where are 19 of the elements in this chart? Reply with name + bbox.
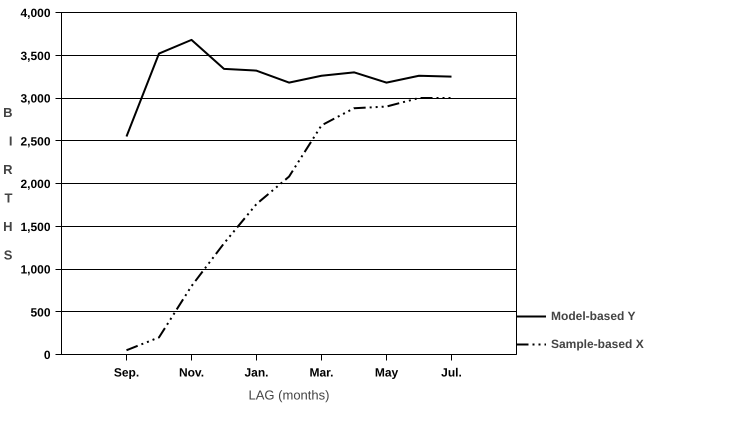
y-tick-label: 3,500 [20, 48, 51, 63]
legend-label: Model-based Y [551, 309, 636, 323]
y-tick-label: 2,500 [20, 134, 51, 148]
x-tick-label: Jul. [441, 366, 462, 380]
x-tick-label: May [374, 366, 398, 380]
legend-label: Sample-based X [551, 337, 644, 351]
y-tick-label: 1,000 [20, 262, 51, 276]
y-tick-label: 0 [44, 348, 51, 362]
y-tick-label: 4,000 [20, 6, 51, 20]
x-tick-label: Nov. [178, 366, 204, 380]
x-tick-label: Sep. [114, 366, 140, 380]
y-tick-label: 500 [30, 305, 51, 320]
x-axis-title: LAG (months) [248, 388, 330, 402]
x-tick-label: Jan. [244, 366, 269, 380]
y-tick-label: 1,500 [20, 220, 51, 234]
y-tick-label: 3,000 [20, 92, 51, 106]
x-tick-label: Mar. [309, 366, 334, 380]
y-axis-title: BIRTHS [3, 104, 14, 262]
y-tick-label: 2,000 [20, 177, 51, 191]
